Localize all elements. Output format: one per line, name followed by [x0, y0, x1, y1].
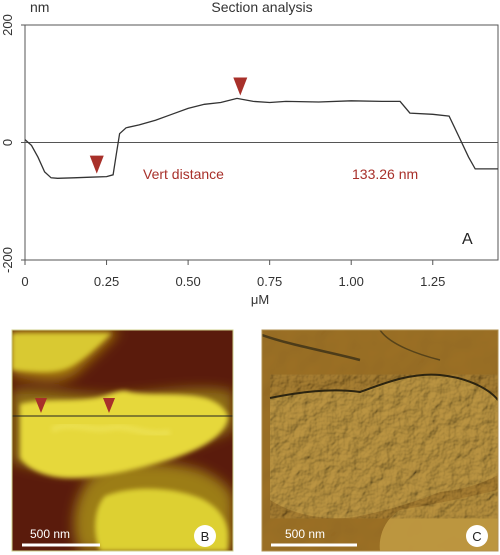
panel-letter-c: C — [472, 529, 481, 544]
section-markers — [89, 77, 248, 174]
y-tick-label: 0 — [0, 139, 15, 146]
section-marker — [233, 77, 248, 96]
y-tick-label: -200 — [0, 247, 15, 273]
x-axis-ticks: 0 0.25 0.50 0.75 1.00 1.25 — [21, 260, 445, 289]
y-tick-label: 200 — [0, 14, 15, 36]
panel-badge-b — [194, 525, 216, 547]
x-tick-label: 0.25 — [94, 274, 119, 289]
section-analysis-panel: nm Section analysis 200 0 -200 0 0.25 0.50 0.… — [0, 0, 499, 307]
panel-badge-c — [466, 525, 488, 547]
afm-amplitude-image — [262, 330, 498, 551]
scale-label-c: 500 nm — [285, 527, 325, 541]
chart-title: Section analysis — [211, 0, 312, 15]
afm-height-image — [12, 330, 233, 551]
x-axis-label: μM — [251, 292, 269, 307]
section-marker-right — [103, 398, 115, 413]
vert-distance-label: Vert distance — [143, 166, 224, 182]
x-tick-label: 1.00 — [339, 274, 364, 289]
section-marker — [89, 155, 104, 174]
x-tick-label: 0.50 — [175, 274, 200, 289]
vert-distance-value: 133.26 nm — [352, 166, 418, 182]
y-axis-ticks: 200 0 -200 — [0, 14, 25, 273]
panel-letter-a: A — [462, 231, 473, 248]
x-tick-label: 0.75 — [257, 274, 282, 289]
height-profile-line — [24, 97, 498, 179]
x-tick-label: 0 — [21, 274, 28, 289]
y-unit-label: nm — [30, 0, 49, 15]
section-marker-left — [35, 398, 47, 413]
panel-letter-b: B — [201, 529, 210, 544]
scale-label-b: 500 nm — [30, 527, 70, 541]
x-tick-label: 1.25 — [420, 274, 445, 289]
